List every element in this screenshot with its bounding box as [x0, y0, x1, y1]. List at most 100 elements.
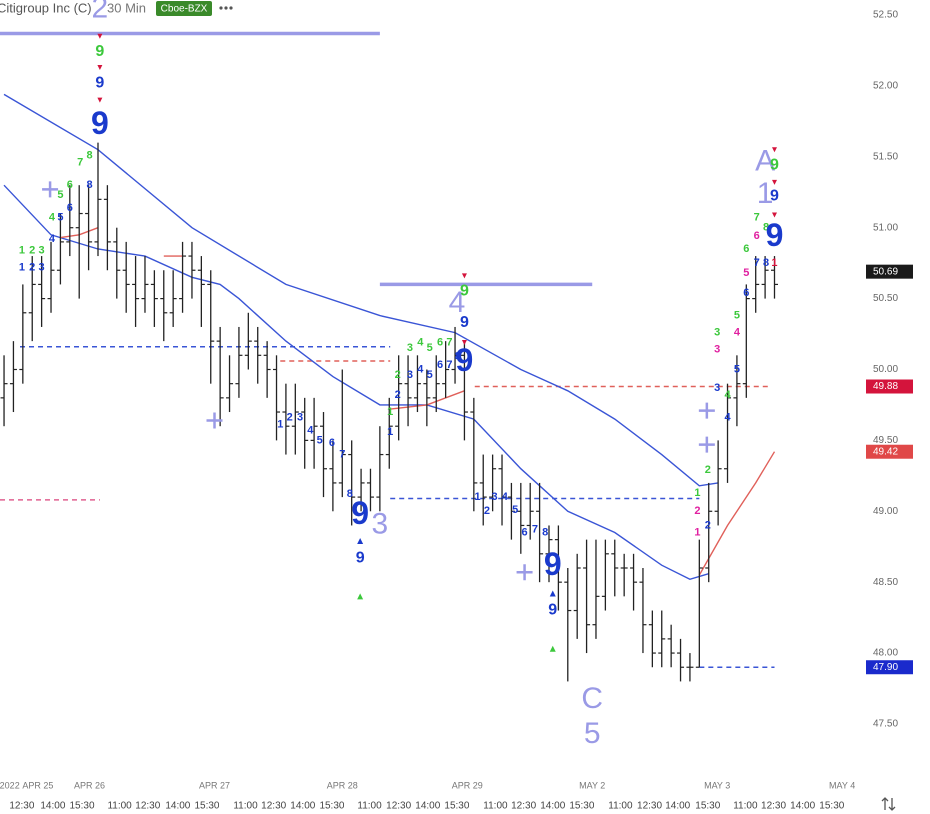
y-tick-label: 50.00: [873, 364, 898, 375]
count-label: 4: [724, 412, 731, 424]
count-label: 2: [705, 464, 711, 476]
marker: [549, 645, 556, 652]
count-label: 8: [455, 351, 461, 363]
count-label: 7: [532, 524, 538, 536]
menu-dots[interactable]: [219, 6, 233, 10]
x-time-label: 14:00: [665, 801, 690, 812]
x-time-label: 12:30: [9, 801, 34, 812]
count-label: 6: [67, 179, 73, 191]
count-label: C: [581, 682, 603, 715]
count-label: 9: [544, 546, 562, 582]
count-label: 3: [714, 382, 720, 394]
x-time-label: 12:30: [135, 801, 160, 812]
count-label: 1: [694, 487, 700, 499]
count-label: 3: [714, 344, 720, 356]
x-date-label: APR 29: [452, 780, 483, 790]
price-tag: [866, 379, 913, 394]
x-time-label: 11:00: [483, 801, 508, 812]
count-label: 5: [317, 434, 323, 446]
x-time-label: 14:00: [290, 801, 315, 812]
x-time-label: 12:30: [637, 801, 662, 812]
count-label: 9: [460, 283, 469, 300]
x-time-label: 12:30: [261, 801, 286, 812]
count-label: 9: [460, 314, 469, 331]
x-time-label: 11:00: [233, 801, 258, 812]
count-label: 1: [277, 419, 283, 431]
count-label: 6: [754, 230, 760, 242]
count-label: 7: [77, 156, 83, 168]
x-date-label: APR 26: [74, 780, 105, 790]
price-tag-label: 49.88: [873, 381, 898, 392]
x-time-label: 14:00: [40, 801, 65, 812]
marker: [516, 564, 533, 581]
count-label: 5: [734, 310, 740, 322]
count-label: 1: [387, 406, 393, 418]
count-label: 2: [694, 505, 700, 517]
count-label: 4: [307, 424, 314, 436]
y-tick-label: 50.50: [873, 293, 898, 304]
count-label: 9: [95, 43, 104, 60]
count-label: 2: [395, 369, 401, 381]
count-label: 2: [29, 261, 35, 273]
count-label: 9: [95, 74, 104, 91]
marker: [771, 212, 777, 218]
count-label: 3: [491, 491, 497, 503]
count-label: 7: [446, 359, 452, 371]
count-label: 5: [512, 504, 518, 516]
count-label: 3: [297, 412, 303, 424]
y-tick-label: 48.00: [873, 648, 898, 659]
count-label: 5: [57, 189, 63, 201]
marker: [357, 538, 364, 545]
x-time-label: 14:00: [790, 801, 815, 812]
count-label: 3: [39, 261, 45, 273]
y-tick-label: 49.00: [873, 506, 898, 517]
count-label: 4: [417, 363, 424, 375]
count-label: 8: [763, 257, 769, 269]
x-time-label: 14:00: [540, 801, 565, 812]
count-label: 8: [347, 488, 353, 500]
x-date-label: MAY 4: [829, 780, 855, 790]
count-label: 4: [417, 336, 424, 348]
count-label: 3: [714, 327, 720, 339]
y-tick-label: 52.00: [873, 81, 898, 92]
x-time-label: 12:30: [386, 801, 411, 812]
price-tag: [866, 660, 913, 675]
count-label: 9: [351, 495, 369, 531]
marker: [97, 64, 103, 70]
x-time-label: 15:30: [444, 801, 469, 812]
marker: [97, 97, 103, 103]
x-time-label: 15:30: [70, 801, 95, 812]
count-label: 3: [407, 342, 413, 354]
count-label: 7: [754, 257, 760, 269]
marker: [771, 147, 777, 153]
y-tick-label: 52.50: [873, 10, 898, 21]
y-tick-label: 51.50: [873, 151, 898, 162]
price-tag-label: 50.69: [873, 266, 898, 277]
count-label: 3: [39, 244, 45, 256]
x-time-label: 11:00: [357, 801, 382, 812]
marker: [42, 181, 59, 198]
marker: [549, 590, 556, 597]
marker: [461, 273, 467, 279]
y-tick-label: 48.50: [873, 577, 898, 588]
exchange-badge: [156, 1, 212, 16]
x-date-label: 2022: [0, 780, 20, 790]
price-tag: [866, 444, 913, 459]
y-tick-label: 51.00: [873, 222, 898, 233]
count-label: 2: [484, 505, 490, 517]
count-label: 1: [387, 426, 393, 438]
count-label: A: [755, 144, 775, 177]
count-label: 7: [446, 336, 452, 348]
count-label: 9: [770, 157, 779, 174]
count-label: 6: [437, 359, 443, 371]
count-label: 6: [437, 336, 443, 348]
moving-average: [3, 184, 709, 581]
count-label: 9: [770, 188, 779, 205]
scale-icon[interactable]: [881, 797, 896, 811]
count-label: 8: [86, 149, 92, 161]
y-tick-label: 47.50: [873, 719, 898, 730]
count-label: 9: [456, 342, 474, 378]
count-label: 5: [743, 267, 749, 279]
count-label: 6: [67, 202, 73, 214]
